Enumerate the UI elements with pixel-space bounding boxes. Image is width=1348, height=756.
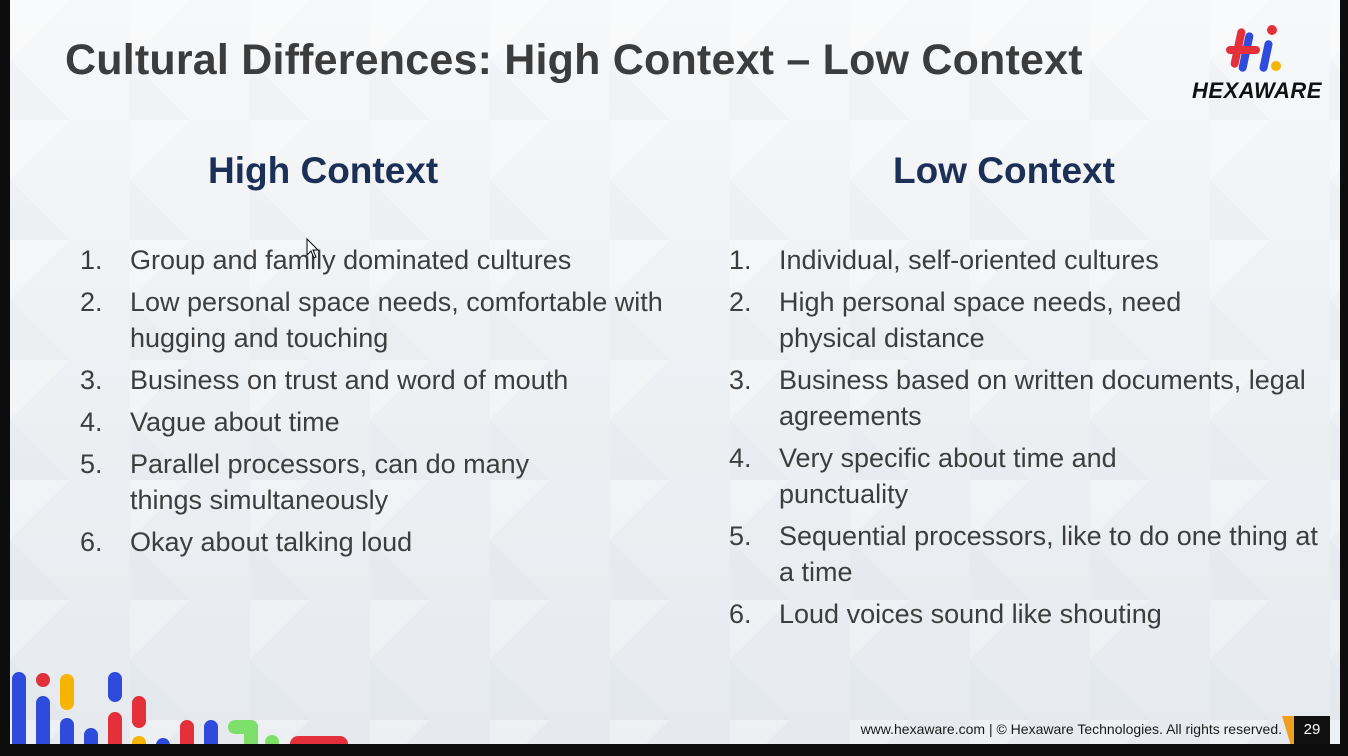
list-item: 4. Very specific about time and punctuali… xyxy=(729,440,1219,512)
list-text: Okay about talking loud xyxy=(130,527,413,557)
list-item: 5. Sequential processors, like to do one … xyxy=(729,518,1319,590)
list-text: Individual, self-oriented cultures xyxy=(779,245,1159,275)
list-number: 2. xyxy=(80,287,103,317)
list-item: 2. High personal space needs, need physic… xyxy=(729,284,1279,356)
list-number: 1. xyxy=(729,245,752,275)
list-item: 6. Loud voices sound like shouting xyxy=(729,596,1309,632)
hexaware-logo: HEXAWARE xyxy=(1182,22,1332,104)
list-number: 2. xyxy=(729,287,752,317)
decorative-bars-graphic xyxy=(12,672,348,744)
background-pattern xyxy=(10,0,1340,744)
list-item: 2. Low personal space needs, comfortable … xyxy=(80,284,670,356)
list-text: Parallel processors, can do many things … xyxy=(130,449,530,515)
list-item: 1. Group and family dominated cultures xyxy=(80,242,670,278)
list-item: 4. Vague about time xyxy=(80,404,670,440)
list-number: 6. xyxy=(80,527,103,557)
list-number: 6. xyxy=(729,599,752,629)
list-item: 3. Business based on written documents, l… xyxy=(729,362,1339,434)
list-item: 6. Okay about talking loud xyxy=(80,524,670,560)
list-text: Very specific about time and punctuality xyxy=(779,443,1117,509)
list-number: 4. xyxy=(729,443,752,473)
hexaware-hi-logo-icon xyxy=(1226,25,1281,72)
list-text: Loud voices sound like shouting xyxy=(779,599,1162,629)
list-item: 3. Business on trust and word of mouth xyxy=(80,362,670,398)
high-context-heading: High Context xyxy=(208,150,439,191)
list-text: High personal space needs, need physical… xyxy=(779,287,1182,353)
footer-copyright: www.hexaware.com | © Hexaware Technologi… xyxy=(860,721,1282,737)
high-context-list: 1. Group and family dominated cultures 2.… xyxy=(80,242,670,566)
mouse-pointer-icon xyxy=(306,238,320,259)
list-text: Business on trust and word of mouth xyxy=(130,365,569,395)
low-context-list: 1. Individual, self-oriented cultures 2. H… xyxy=(729,242,1318,638)
page-number: 29 xyxy=(1294,716,1330,744)
list-number: 3. xyxy=(80,365,103,395)
list-number: 3. xyxy=(729,365,752,395)
list-text: Low personal space needs, comfortable wi… xyxy=(130,287,663,353)
list-item: 1. Individual, self-oriented cultures xyxy=(729,242,1309,278)
logo-wordmark: HEXAWARE xyxy=(1192,78,1322,103)
list-text: Vague about time xyxy=(130,407,340,437)
list-number: 5. xyxy=(729,521,752,551)
slide-title: Cultural Differences: High Context – Low… xyxy=(65,36,1083,84)
list-number: 5. xyxy=(80,449,103,479)
list-text: Group and family dominated cultures xyxy=(130,245,572,275)
list-text: Sequential processors, like to do one th… xyxy=(779,521,1318,587)
slide: Cultural Differences: High Context – Low… xyxy=(10,0,1340,744)
list-item: 5. Parallel processors, can do many thing… xyxy=(80,446,590,518)
list-number: 4. xyxy=(80,407,103,437)
list-number: 1. xyxy=(80,245,103,275)
low-context-heading: Low Context xyxy=(893,150,1115,191)
list-text: Business based on written documents, leg… xyxy=(779,365,1306,431)
